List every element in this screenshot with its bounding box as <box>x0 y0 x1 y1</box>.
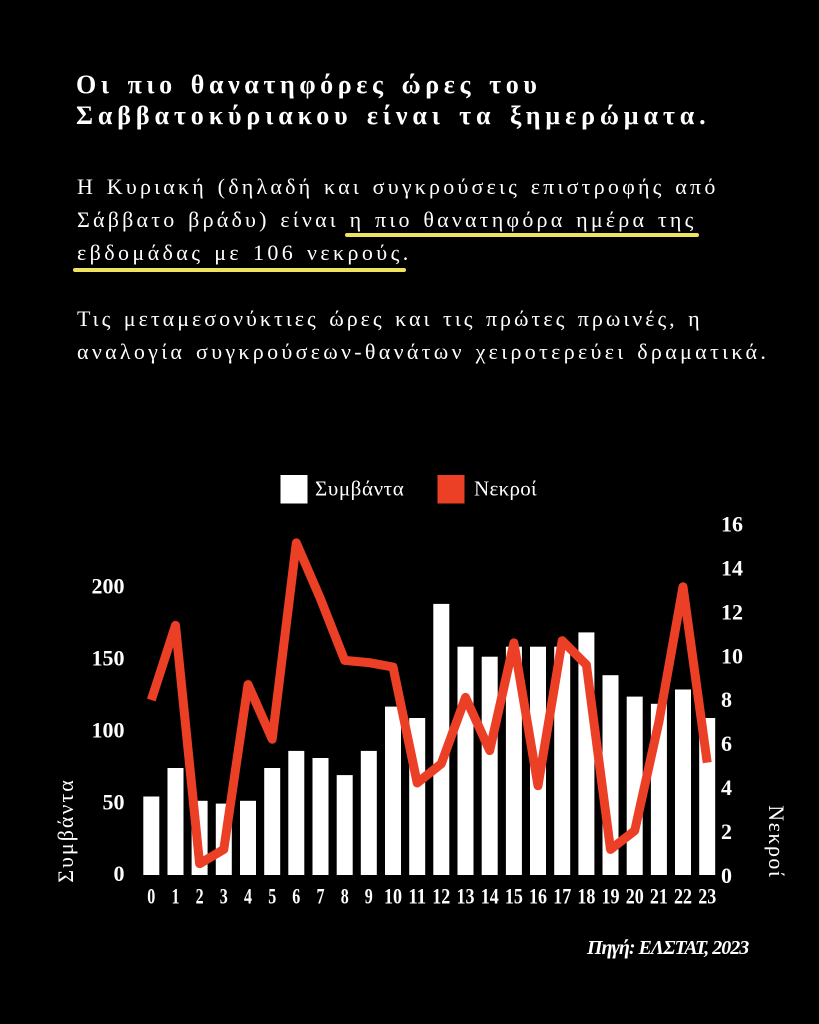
svg-text:20: 20 <box>626 884 644 909</box>
svg-text:10: 10 <box>384 884 402 909</box>
svg-text:14: 14 <box>721 555 743 580</box>
svg-text:Συμβάντα: Συμβάντα <box>53 778 78 883</box>
svg-text:Συμβάντα: Συμβάντα <box>315 477 404 501</box>
svg-text:4: 4 <box>721 775 732 800</box>
svg-text:8: 8 <box>341 884 349 909</box>
svg-text:5: 5 <box>268 884 276 909</box>
svg-text:14: 14 <box>481 884 499 909</box>
svg-text:23: 23 <box>698 884 716 909</box>
svg-text:16: 16 <box>721 511 743 536</box>
svg-text:6: 6 <box>292 884 300 909</box>
svg-text:15: 15 <box>505 884 523 909</box>
svg-text:Νεκροί: Νεκροί <box>474 477 537 501</box>
svg-text:0: 0 <box>147 884 155 909</box>
svg-text:21: 21 <box>650 884 668 909</box>
svg-text:Νεκροί: Νεκροί <box>764 805 789 878</box>
svg-text:150: 150 <box>92 645 125 670</box>
svg-text:13: 13 <box>457 884 475 909</box>
svg-text:17: 17 <box>553 884 571 909</box>
svg-text:7: 7 <box>317 884 325 909</box>
svg-text:200: 200 <box>92 573 125 598</box>
svg-text:22: 22 <box>674 884 692 909</box>
svg-text:2: 2 <box>196 884 204 909</box>
svg-text:12: 12 <box>721 599 743 624</box>
svg-text:0: 0 <box>721 863 732 888</box>
svg-text:2: 2 <box>721 819 732 844</box>
svg-text:12: 12 <box>432 884 450 909</box>
svg-text:100: 100 <box>92 717 125 742</box>
svg-text:1: 1 <box>172 884 180 909</box>
svg-text:16: 16 <box>529 884 547 909</box>
svg-text:9: 9 <box>365 884 373 909</box>
svg-text:6: 6 <box>721 731 732 756</box>
svg-text:8: 8 <box>721 687 732 712</box>
svg-text:4: 4 <box>244 884 252 909</box>
svg-text:19: 19 <box>602 884 620 909</box>
svg-text:3: 3 <box>220 884 228 909</box>
svg-text:11: 11 <box>408 884 426 909</box>
svg-text:18: 18 <box>577 884 595 909</box>
svg-text:50: 50 <box>103 789 125 814</box>
svg-text:10: 10 <box>721 643 743 668</box>
svg-text:0: 0 <box>114 861 125 886</box>
